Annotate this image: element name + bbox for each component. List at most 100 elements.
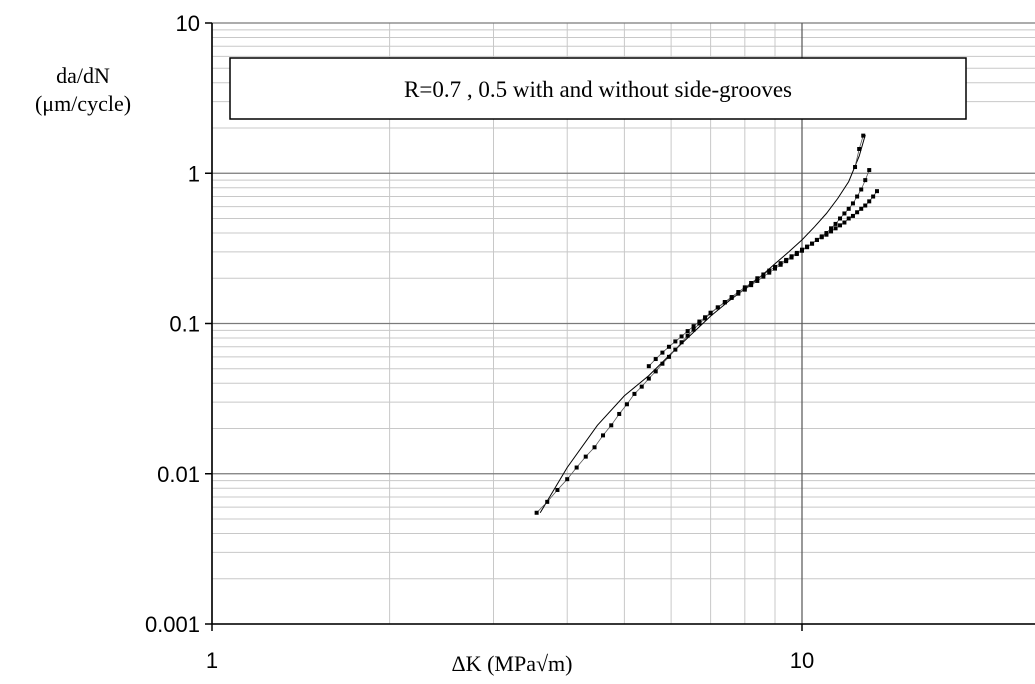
series-connector xyxy=(536,190,878,514)
data-point xyxy=(666,344,671,349)
data-point xyxy=(784,259,789,264)
data-point xyxy=(685,333,690,338)
data-point xyxy=(534,510,539,515)
data-point xyxy=(805,245,810,250)
data-point xyxy=(601,433,606,438)
data-point xyxy=(708,310,713,315)
data-point xyxy=(609,423,614,428)
y-axis-label-line-1: da/dN xyxy=(56,63,110,88)
data-point xyxy=(778,262,783,267)
data-point xyxy=(842,211,847,216)
data-point xyxy=(794,252,799,257)
data-series xyxy=(534,133,879,515)
data-point xyxy=(749,283,754,288)
y-tick-labels: 0.001 0.01 0.1 1 10 xyxy=(145,11,200,637)
data-point xyxy=(729,295,734,300)
data-point xyxy=(660,361,665,366)
data-point xyxy=(829,229,834,234)
y-axis-label: da/dN (μm/cycle) xyxy=(35,63,131,116)
data-point xyxy=(632,391,637,396)
data-point xyxy=(838,223,843,228)
data-point xyxy=(767,270,772,275)
data-point xyxy=(697,319,702,324)
series-4 xyxy=(853,133,866,170)
data-point xyxy=(565,477,570,482)
data-point xyxy=(703,315,708,320)
data-point xyxy=(749,281,754,286)
data-point xyxy=(874,189,879,194)
data-point xyxy=(583,454,588,459)
series-connector xyxy=(854,135,864,168)
y-tick-label: 0.001 xyxy=(145,612,200,637)
data-point xyxy=(755,276,760,281)
data-point xyxy=(755,278,760,283)
data-point xyxy=(761,274,766,279)
minor-grid xyxy=(212,23,1035,624)
data-point xyxy=(810,241,815,246)
data-point xyxy=(761,272,766,277)
data-point xyxy=(679,340,684,345)
data-point xyxy=(715,305,720,310)
chart-title: R=0.7 , 0.5 with and without side-groove… xyxy=(404,77,792,102)
data-point xyxy=(624,402,629,407)
data-point xyxy=(574,465,579,470)
data-point xyxy=(863,203,868,208)
data-point xyxy=(639,384,644,389)
data-point xyxy=(660,350,665,355)
series-3 xyxy=(646,168,872,369)
data-point xyxy=(800,248,804,253)
data-point xyxy=(867,199,872,204)
data-point xyxy=(617,411,622,416)
data-point xyxy=(646,376,651,381)
data-point xyxy=(789,255,794,260)
axes xyxy=(205,22,1035,631)
data-point xyxy=(833,221,838,226)
data-point xyxy=(814,237,819,242)
data-point xyxy=(767,268,772,273)
data-point xyxy=(829,226,834,231)
title-box-frame xyxy=(229,57,967,120)
y-tick-label: 10 xyxy=(176,11,200,36)
data-point xyxy=(855,210,860,215)
data-point xyxy=(824,231,829,236)
x-tick-label: 1 xyxy=(206,648,218,673)
x-tick-labels: 1 10 xyxy=(206,648,814,673)
data-point xyxy=(673,347,678,352)
data-point xyxy=(838,216,843,221)
data-point xyxy=(679,334,684,339)
data-point xyxy=(850,213,855,218)
data-point xyxy=(736,291,741,296)
data-point xyxy=(691,327,696,332)
data-point xyxy=(859,206,864,211)
data-point xyxy=(722,300,727,305)
data-point xyxy=(691,324,696,329)
data-point xyxy=(857,147,862,152)
data-point xyxy=(685,329,690,334)
data-point xyxy=(842,220,847,225)
data-point xyxy=(846,206,851,211)
data-point xyxy=(833,226,838,231)
data-point xyxy=(653,357,658,362)
data-point xyxy=(850,201,855,206)
data-point xyxy=(855,194,860,199)
data-point xyxy=(819,234,824,239)
y-tick-label: 1 xyxy=(188,161,200,186)
data-point xyxy=(846,216,851,221)
data-point xyxy=(742,285,747,290)
data-point xyxy=(653,369,658,374)
data-point xyxy=(673,339,678,344)
data-point xyxy=(773,266,778,271)
data-point xyxy=(859,187,864,192)
data-point xyxy=(861,133,866,138)
data-point xyxy=(555,487,560,492)
data-point xyxy=(853,165,858,170)
data-point xyxy=(742,287,747,292)
data-point xyxy=(592,445,597,450)
y-tick-label: 0.1 xyxy=(169,312,200,337)
x-axis-label: ΔK (MPa√m) xyxy=(452,651,573,676)
y-tick-label: 0.01 xyxy=(157,462,200,487)
series-2 xyxy=(534,189,879,515)
data-point xyxy=(646,364,651,369)
data-point xyxy=(871,194,876,199)
